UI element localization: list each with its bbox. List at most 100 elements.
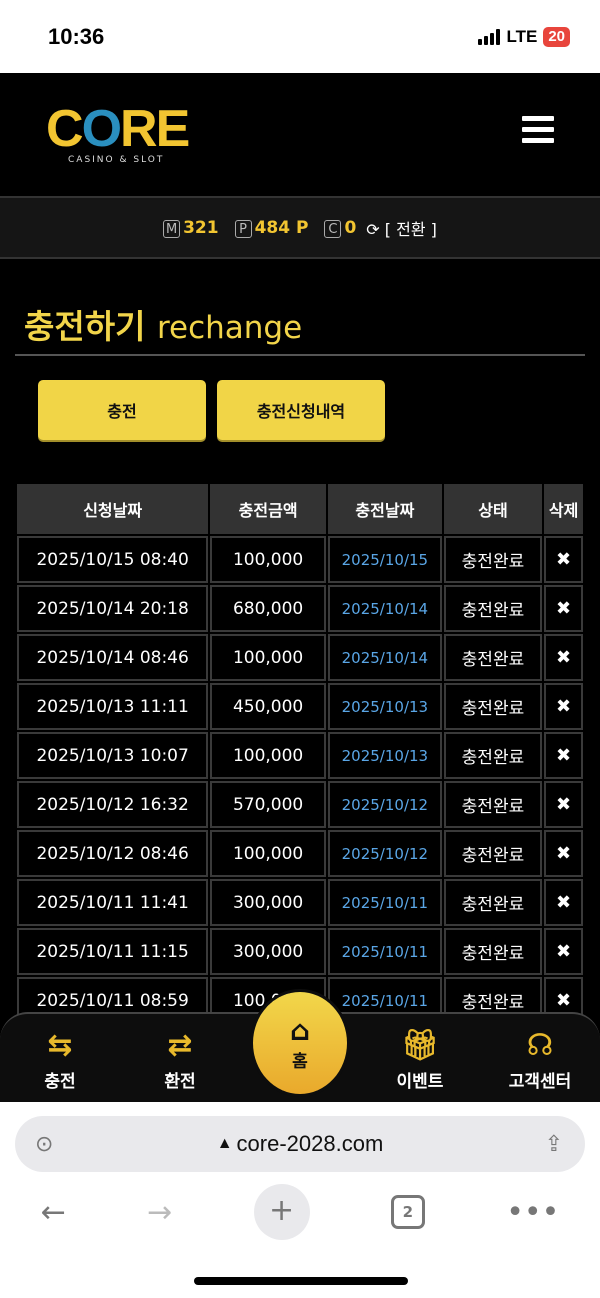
table-row: 2025/10/11 11:15 300,000 2025/10/11 충전완료 ✖ <box>17 928 583 975</box>
table-row: 2025/10/12 16:32 570,000 2025/10/12 충전완료 ✖ <box>17 781 583 828</box>
money-icon: M <box>163 219 181 238</box>
page-tools-icon[interactable]: ⊙ <box>35 1131 54 1156</box>
battery-icon: 20 <box>543 27 570 47</box>
charge-date-cell: 2025/10/12 <box>327 830 442 877</box>
charge-date-cell: 2025/10/12 <box>327 781 442 828</box>
request-date-cell: 2025/10/12 08:46 <box>17 830 209 877</box>
request-date-cell: 2025/10/13 10:07 <box>17 732 209 779</box>
delete-icon[interactable]: ✖ <box>544 536 583 583</box>
page-title: 충전하기 rechange <box>24 300 302 348</box>
request-date-cell: 2025/10/12 16:32 <box>17 781 209 828</box>
browser-chrome: ⊙ ▲ core-2028.com ⇪ ← → + 2 ••• <box>0 1102 600 1298</box>
status-cell: 충전완료 <box>443 879 543 926</box>
table-row: 2025/10/14 08:46 100,000 2025/10/14 충전완료 ✖ <box>17 634 583 681</box>
nav-label: 충전 <box>44 1072 76 1092</box>
nav-label: 홈 <box>292 1052 308 1072</box>
swap-button[interactable]: ⟳ [ 전환 ] <box>366 216 437 240</box>
status-cell: 충전완료 <box>443 585 543 632</box>
column-header: 신청날짜 <box>17 484 209 534</box>
nav-label: 이벤트 <box>396 1072 444 1092</box>
url-text: core-2028.com <box>236 1131 384 1156</box>
nav-exchange[interactable]: ⇄ 환전 <box>120 1014 240 1102</box>
table-row: 2025/10/13 10:07 100,000 2025/10/13 충전완료 ✖ <box>17 732 583 779</box>
forward-icon[interactable]: → <box>147 1194 173 1230</box>
status-cell: 충전완료 <box>443 781 543 828</box>
share-icon[interactable]: ⇪ <box>544 1131 563 1156</box>
nav-support[interactable]: ☊ 고객센터 <box>480 1014 600 1102</box>
delete-icon[interactable]: ✖ <box>544 683 583 730</box>
more-icon[interactable]: ••• <box>506 1194 560 1230</box>
nav-label: 환전 <box>164 1072 196 1092</box>
table-row: 2025/10/12 08:46 100,000 2025/10/12 충전완료 ✖ <box>17 830 583 877</box>
status-cell: 충전완료 <box>443 634 543 681</box>
charge-date-cell: 2025/10/14 <box>327 634 442 681</box>
table-row: 2025/10/14 20:18 680,000 2025/10/14 충전완료 ✖ <box>17 585 583 632</box>
column-header: 상태 <box>443 484 543 534</box>
delete-icon[interactable]: ✖ <box>544 634 583 681</box>
request-date-cell: 2025/10/15 08:40 <box>17 536 209 583</box>
status-cell: 충전완료 <box>443 928 543 975</box>
charge-date-cell: 2025/10/13 <box>327 732 442 779</box>
coin-icon: C <box>324 219 342 238</box>
coin-value: 0 <box>344 217 357 238</box>
title-ko: 충전하기 <box>24 307 146 346</box>
tabs-button[interactable]: 2 <box>390 1195 425 1229</box>
charge-date-cell: 2025/10/14 <box>327 585 442 632</box>
logo[interactable]: CORE CASINO & SLOT <box>46 100 190 165</box>
amount-cell: 570,000 <box>210 781 326 828</box>
delete-icon[interactable]: ✖ <box>544 585 583 632</box>
nav-event[interactable]: 🎁︎ 이벤트 <box>360 1014 480 1102</box>
nav-label: 고객센터 <box>508 1072 572 1092</box>
new-tab-button[interactable]: + <box>253 1184 310 1240</box>
request-date-cell: 2025/10/14 20:18 <box>17 585 209 632</box>
back-icon[interactable]: ← <box>40 1194 66 1230</box>
status-bar: 10:36 LTE 20 <box>0 0 600 73</box>
charge-icon: ⇆ <box>47 1028 73 1063</box>
site-header: CORE CASINO & SLOT <box>0 73 600 196</box>
table-row: 2025/10/15 08:40 100,000 2025/10/15 충전완료 ✖ <box>17 536 583 583</box>
delete-icon[interactable]: ✖ <box>544 879 583 926</box>
clock: 10:36 <box>48 24 105 49</box>
signal-icon <box>478 29 501 45</box>
column-header: 충전날짜 <box>327 484 442 534</box>
refresh-icon: ⟳ <box>366 219 380 239</box>
delete-icon[interactable]: ✖ <box>544 732 583 779</box>
delete-icon[interactable]: ✖ <box>544 928 583 975</box>
amount-cell: 300,000 <box>210 879 326 926</box>
nav-charge[interactable]: ⇆ 충전 <box>0 1014 120 1102</box>
status-cell: 충전완료 <box>443 732 543 779</box>
title-en: rechange <box>156 310 303 346</box>
status-cell: 충전완료 <box>443 683 543 730</box>
request-date-cell: 2025/10/11 11:41 <box>17 879 209 926</box>
point-icon: P <box>234 219 252 238</box>
charge-button[interactable]: 충전 <box>38 380 206 440</box>
exchange-icon: ⇄ <box>167 1028 193 1063</box>
request-date-cell: 2025/10/11 11:15 <box>17 928 209 975</box>
hamburger-menu-icon[interactable] <box>522 116 554 149</box>
status-cell: 충전완료 <box>443 830 543 877</box>
table-row: 2025/10/13 11:11 450,000 2025/10/13 충전완료 ✖ <box>17 683 583 730</box>
amount-cell: 100,000 <box>210 536 326 583</box>
amount-cell: 100,000 <box>210 830 326 877</box>
network-label: LTE <box>506 27 538 46</box>
headset-icon: ☊ <box>526 1028 554 1063</box>
charge-history-button[interactable]: 충전신청내역 <box>217 380 385 440</box>
status-cell: 충전완료 <box>443 536 543 583</box>
home-heart-icon: ⌂ <box>289 1014 311 1047</box>
delete-icon[interactable]: ✖ <box>544 781 583 828</box>
charge-date-cell: 2025/10/15 <box>327 536 442 583</box>
table-row: 2025/10/11 11:41 300,000 2025/10/11 충전완료 ✖ <box>17 879 583 926</box>
charge-date-cell: 2025/10/11 <box>327 928 442 975</box>
delete-icon[interactable]: ✖ <box>544 830 583 877</box>
amount-cell: 680,000 <box>210 585 326 632</box>
swap-label: [ 전환 ] <box>384 219 437 239</box>
amount-cell: 100,000 <box>210 634 326 681</box>
divider <box>15 354 585 356</box>
gift-icon: 🎁︎ <box>400 1028 440 1063</box>
home-indicator <box>194 1277 408 1285</box>
address-bar[interactable]: ⊙ ▲ core-2028.com ⇪ <box>15 1116 585 1172</box>
charge-history-table: 신청날짜 충전금액 충전날짜 상태 삭제 2025/10/15 08:40 100,000… <box>15 482 585 1026</box>
warning-icon: ▲ <box>216 1135 233 1152</box>
nav-home[interactable]: ⌂ 홈 <box>253 992 347 1094</box>
